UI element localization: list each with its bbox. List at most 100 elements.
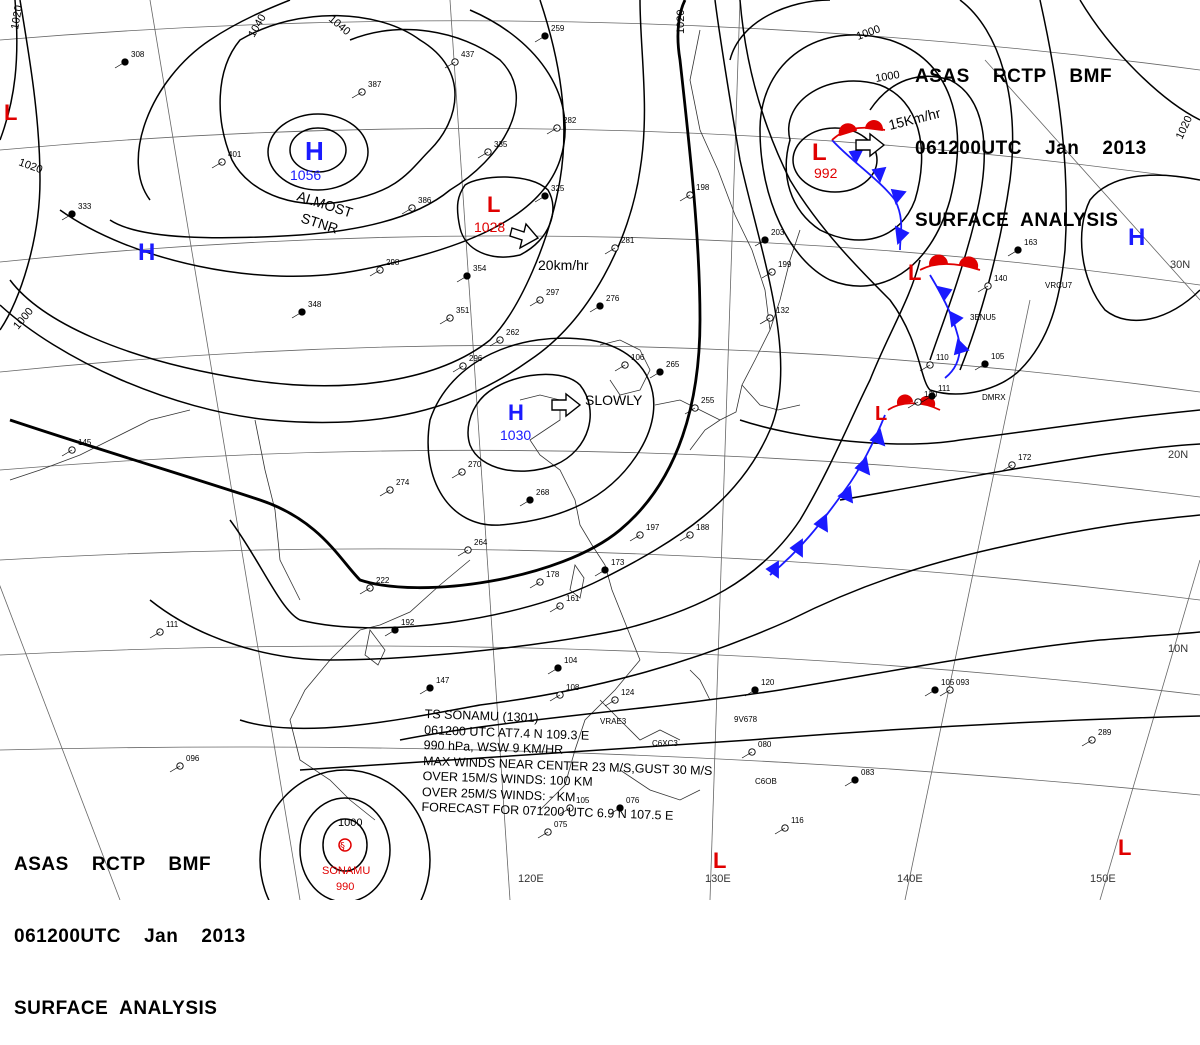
low-northpac-symbol: L: [908, 260, 921, 285]
typhoon-icon: §: [340, 841, 345, 852]
station-pressure: 110: [936, 353, 949, 362]
wind-barb: [844, 779, 856, 787]
wind-barb: [679, 194, 691, 202]
wind-barb: [547, 667, 559, 675]
isobar-2: [229, 0, 782, 629]
wind-barb: [974, 363, 986, 371]
isobar-thick-1: [9, 0, 702, 590]
wind-barb: [477, 151, 489, 159]
station-pressure: 265: [666, 360, 680, 369]
wind-barb: [439, 317, 451, 325]
station-pressure: 259: [551, 24, 565, 33]
wind-barb: [754, 239, 766, 247]
svg-text:1020: 1020: [675, 10, 687, 34]
wind-barb: [401, 207, 413, 215]
wind-barb: [379, 489, 391, 497]
station-pressure: 386: [418, 196, 432, 205]
station-pressure: 080: [758, 740, 772, 749]
header-line-1-bottom: ASAS RCTP BMF: [14, 854, 212, 875]
lat-label-30n: 30N: [1170, 259, 1190, 271]
wind-barb: [921, 395, 933, 403]
wind-barb: [537, 831, 549, 839]
station-pressure: 096: [186, 754, 200, 763]
isobar-siberia-1: [289, 127, 347, 173]
station-pressure: 147: [436, 676, 450, 685]
wind-barb: [489, 339, 501, 347]
arrow-kamchatka: [855, 132, 886, 158]
isobar-4: [239, 514, 1200, 730]
isobar-kam-3: [759, 34, 959, 287]
isobar-1000: [869, 75, 985, 361]
graticule-labels: 30N 20N 10N 120E 130E 140E 150E: [518, 259, 1190, 885]
lon-label-120e: 120E: [518, 873, 544, 885]
lat-label-10n: 10N: [1168, 643, 1188, 655]
station-pressure: 222: [376, 576, 390, 585]
station-pressure: 437: [461, 50, 475, 59]
isobar-high-1030: [467, 373, 591, 472]
station-pressure: 401: [228, 150, 242, 159]
station-pressure: 104: [564, 656, 578, 665]
station-pressure: 188: [696, 523, 710, 532]
wind-barb: [684, 407, 696, 415]
wind-barb: [549, 694, 561, 702]
station-pressure: 172: [1018, 453, 1032, 462]
station-pressure: 264: [474, 538, 488, 547]
wind-barb: [529, 581, 541, 589]
svg-text:1020: 1020: [9, 4, 25, 30]
isobar-east-1: [739, 409, 1200, 445]
isobar-3: [149, 259, 921, 661]
station-pressure: 308: [131, 50, 145, 59]
lat-label-20n: 20N: [1168, 449, 1188, 461]
warm-fronts: [831, 120, 981, 411]
isobar-1020-outer: [0, 0, 646, 424]
low-west-edge-symbol: L: [4, 100, 17, 125]
wind-barb: [609, 807, 621, 815]
station-pressure: 335: [494, 140, 508, 149]
station-pressure: 076: [626, 796, 640, 805]
isobars: [0, 0, 1200, 900]
high-pacific-symbol: H: [1128, 224, 1145, 251]
lon-label-140e: 140E: [897, 873, 923, 885]
station-pressure: 348: [308, 300, 322, 309]
low-kamchatka-symbol: L: [812, 139, 827, 166]
pressure-centers: H 1056 H H 1030 H L 1028 L 992 L L L L L: [4, 100, 1145, 873]
station-pressure: 192: [401, 618, 415, 627]
station-pressure: 289: [1098, 728, 1112, 737]
svg-text:1000: 1000: [874, 69, 900, 85]
wind-barb: [759, 317, 771, 325]
wind-barb: [534, 195, 546, 203]
station-pressure: 197: [646, 523, 660, 532]
wind-barb: [61, 213, 73, 221]
station-pressure: 120: [761, 678, 775, 687]
wind-barb: [679, 534, 691, 542]
wind-barb: [452, 365, 464, 373]
wind-barb: [629, 534, 641, 542]
station-pressure: 296: [469, 354, 483, 363]
typhoon-bulletin: TS SONAMU (1301) 061200 UTC AT7.4 N 109.…: [421, 707, 755, 827]
isobar-1020-nw: [0, 0, 18, 141]
svg-text:DMRX: DMRX: [982, 393, 1006, 402]
station-pressure: 282: [563, 116, 577, 125]
isobar-5: [399, 631, 1200, 741]
header-line-2-bottom: 061200UTC Jan 2013: [14, 926, 246, 947]
isobar-1020-east: [1079, 0, 1200, 121]
wind-barb: [549, 605, 561, 613]
station-pressure: 333: [78, 202, 92, 211]
station-pressure: 351: [456, 306, 470, 315]
station-pressure: 105: [941, 678, 955, 687]
wind-barb: [1001, 464, 1013, 472]
typhoon-isobar-3: [259, 769, 431, 900]
ship-ids: VRCU7 3ENU5 DMRX VRAE3 C6XC3 9V678 C6OB: [600, 281, 1073, 786]
typhoon-isobar-1: [322, 818, 368, 872]
station-pressure: 276: [606, 294, 620, 303]
wind-barb: [614, 364, 626, 372]
isobar-siberia-2: [267, 113, 369, 191]
map-header-bottom: ASAS RCTP BMF 061200UTC Jan 2013 SURFACE…: [14, 805, 246, 1045]
station-pressure: 203: [771, 228, 785, 237]
high-siberia-value: 1056: [290, 167, 321, 183]
header-line-2: 061200UTC Jan 2013: [915, 138, 1147, 159]
wind-barb: [529, 299, 541, 307]
low-south1-symbol: L: [713, 848, 726, 873]
station-pressure: 111: [938, 384, 951, 393]
isobar-siberia-3: [219, 14, 456, 205]
